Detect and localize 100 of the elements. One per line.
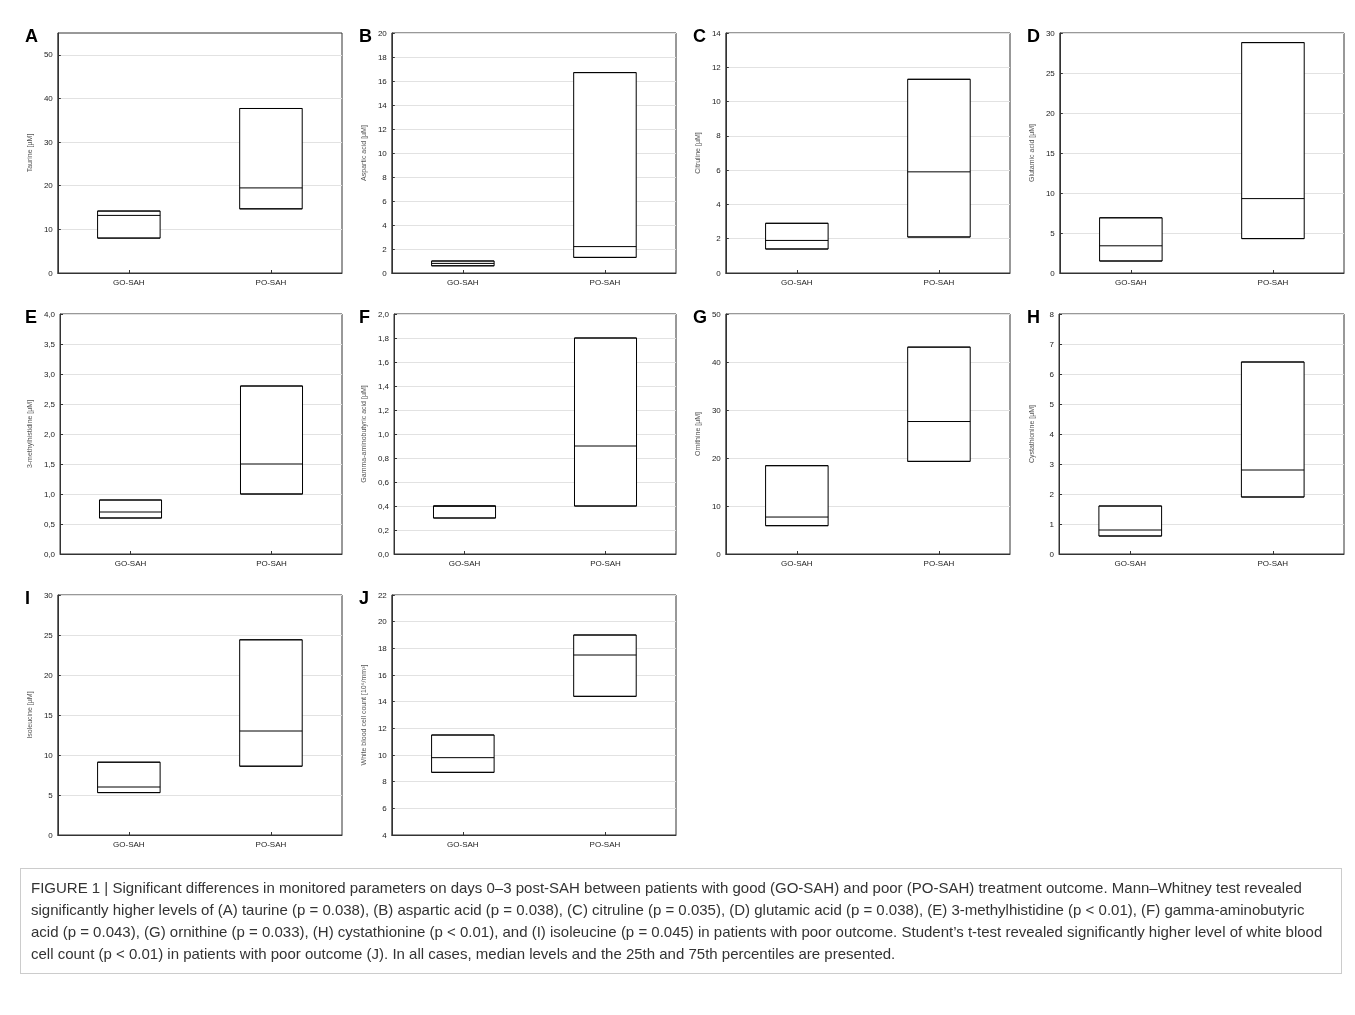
y-tick-label: 20 [43, 670, 54, 680]
x-tick-label: GO-SAH [781, 277, 813, 287]
y-tick-label: 16 [377, 670, 388, 680]
y-tick-label: 25 [1045, 68, 1056, 78]
y-tick-label: 1,6 [377, 357, 390, 367]
x-tick-label: PO-SAH [255, 839, 287, 849]
y-tick-label: 0,6 [377, 477, 390, 487]
x-tick-label: GO-SAH [781, 558, 813, 568]
chart-title: I [25, 588, 31, 608]
y-tick-label: 0 [48, 830, 54, 840]
chart-title: B [359, 26, 372, 46]
y-tick-label: 0 [716, 549, 722, 559]
y-tick-label: 1,0 [377, 429, 390, 439]
y-tick-label: 6 [382, 803, 388, 813]
y-tick-label: 10 [43, 224, 54, 234]
y-tick-label: 20 [377, 28, 388, 38]
y-tick-label: 8 [382, 777, 388, 787]
y-tick-label: 0 [716, 268, 722, 278]
y-tick-label: 4 [1049, 429, 1055, 439]
x-tick-label: PO-SAH [256, 558, 288, 568]
y-tick-label: 6 [1049, 369, 1055, 379]
y-tick-label: 1,5 [43, 459, 56, 469]
x-tick-label: PO-SAH [589, 839, 621, 849]
y-tick-label: 22 [377, 590, 388, 600]
y-tick-label: 0 [1049, 549, 1055, 559]
x-tick-label: GO-SAH [448, 558, 481, 568]
x-tick-label: PO-SAH [589, 277, 621, 287]
chart-title: A [25, 26, 38, 46]
x-tick-label: PO-SAH [255, 277, 287, 287]
y-tick-label: 30 [43, 590, 54, 600]
x-tick-label: GO-SAH [113, 839, 145, 849]
y-tick-label: 0 [48, 268, 54, 278]
y-tick-label: 1,2 [377, 405, 390, 415]
y-tick-label: 12 [377, 124, 388, 134]
y-tick-label: 2 [1049, 489, 1055, 499]
chart-title: E [25, 307, 38, 327]
y-tick-label: 15 [1045, 148, 1056, 158]
y-tick-label: 6 [382, 196, 388, 206]
y-tick-label: 5 [48, 790, 54, 800]
y-tick-label: 50 [43, 50, 54, 60]
y-tick-label: 12 [377, 723, 388, 733]
y-tick-label: 0,2 [377, 525, 390, 535]
y-tick-label: 1 [1049, 519, 1055, 529]
y-tick-label: 10 [43, 750, 54, 760]
y-tick-label: 15 [43, 710, 54, 720]
y-tick-label: 14 [711, 28, 722, 38]
y-tick-label: 1,0 [43, 489, 56, 499]
y-tick-label: 20 [1045, 108, 1056, 118]
y-tick-label: 2 [716, 234, 722, 244]
chart-title: F [359, 307, 370, 327]
x-tick-label: PO-SAH [590, 558, 622, 568]
y-tick-label: 4,0 [43, 309, 56, 319]
y-tick-label: 18 [377, 52, 388, 62]
y-tick-label: 5 [1049, 399, 1055, 409]
y-tick-label: 20 [377, 617, 388, 627]
x-tick-label: PO-SAH [923, 277, 955, 287]
y-tick-label: 16 [377, 76, 388, 86]
y-tick-label: 0 [382, 268, 388, 278]
y-tick-label: 2 [382, 244, 388, 254]
y-tick-label: 40 [711, 357, 722, 367]
y-tick-label: 4 [716, 199, 722, 209]
y-tick-label: 8 [382, 172, 388, 182]
y-tick-label: 50 [711, 309, 722, 319]
y-tick-label: 3,5 [43, 339, 56, 349]
y-tick-label: 0,5 [43, 519, 56, 529]
y-tick-label: 3 [1049, 459, 1055, 469]
y-tick-label: 25 [43, 630, 54, 640]
chart-title: H [1027, 307, 1040, 327]
y-tick-label: 12 [711, 62, 722, 72]
y-tick-label: 10 [711, 97, 722, 107]
x-tick-label: GO-SAH [114, 558, 147, 568]
chart-title: G [693, 307, 708, 327]
y-tick-label: 20 [711, 453, 722, 463]
y-tick-label: 2,0 [377, 309, 390, 319]
y-tick-label: 30 [1045, 28, 1056, 38]
y-tick-label: 0,0 [377, 549, 390, 559]
y-tick-label: 30 [43, 137, 54, 147]
y-tick-label: 8 [1049, 309, 1055, 319]
y-tick-label: 3,0 [43, 369, 56, 379]
chart-title: J [359, 588, 370, 608]
chart-title: D [1027, 26, 1040, 46]
y-tick-label: 14 [377, 697, 388, 707]
y-tick-label: 40 [43, 93, 54, 103]
y-tick-label: 7 [1049, 339, 1055, 349]
y-tick-label: 0,4 [377, 501, 390, 511]
y-tick-label: 18 [377, 643, 388, 653]
y-tick-label: 0,8 [377, 453, 390, 463]
y-tick-label: 4 [382, 830, 388, 840]
y-tick-label: 10 [711, 501, 722, 511]
y-tick-label: 4 [382, 220, 388, 230]
y-tick-label: 30 [711, 405, 722, 415]
y-tick-label: 1,4 [377, 381, 390, 391]
y-tick-label: 0 [1050, 268, 1056, 278]
y-tick-label: 10 [1045, 188, 1056, 198]
y-tick-label: 10 [377, 750, 388, 760]
x-tick-label: GO-SAH [113, 277, 145, 287]
y-tick-label: 2,0 [43, 429, 56, 439]
x-tick-label: GO-SAH [1114, 558, 1147, 568]
x-tick-label: GO-SAH [447, 839, 479, 849]
x-tick-label: PO-SAH [1257, 558, 1289, 568]
